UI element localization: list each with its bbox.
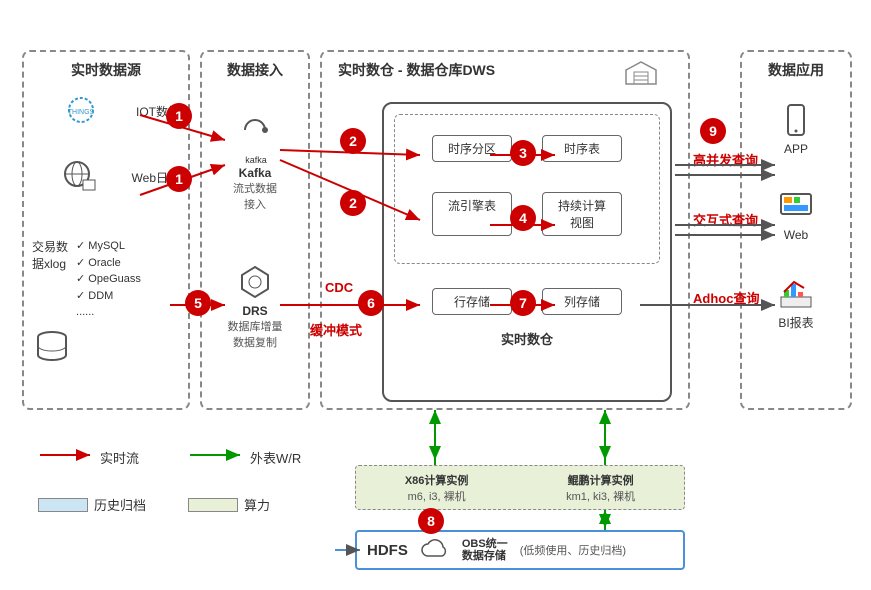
db-item: ✓ MySQL [76, 238, 141, 255]
dws-inner-title: 实时数仓 [394, 329, 660, 348]
compute-x86-sub: m6, i3, 裸机 [405, 488, 469, 504]
label-cdc: CDC [325, 280, 353, 295]
hdfs-note: (低频使用、历史归档) [520, 542, 626, 558]
col-sources: 实时数据源 THINGS IOT数据 Web日志 交易数 据xlog ✓ MyS… [22, 50, 190, 410]
legend-comp: 算力 [188, 495, 270, 514]
label-q3: Adhoc查询 [693, 288, 759, 307]
badge-2b: 2 [340, 190, 366, 216]
badge-1b: 1 [166, 166, 192, 192]
badge-4: 4 [510, 205, 536, 231]
db-item: ✓ Oracle [76, 255, 141, 272]
src-txn-label: 交易数 据xlog [32, 238, 68, 321]
compute-x86: X86计算实例 m6, i3, 裸机 [405, 472, 469, 504]
db-item: ✓ DDM [76, 288, 141, 305]
svg-text:THINGS: THINGS [68, 109, 95, 116]
legend-rt: 实时流 [100, 448, 139, 467]
kafka-brand-text: kafka [245, 155, 267, 165]
dws-stream-region: 时序分区 时序表 流引擎表 持续计算 视图 [394, 114, 660, 264]
badge-6: 6 [358, 290, 384, 316]
legend-hist: 历史归档 [38, 495, 146, 514]
db-item: ...... [76, 304, 141, 321]
compute-layer: X86计算实例 m6, i3, 裸机 鲲鹏计算实例 km1, ki3, 裸机 [355, 465, 685, 510]
src-web: Web日志 [32, 156, 180, 198]
col-apps: 数据应用 APP Web BI报表 [740, 50, 852, 410]
drs-name: DRS [210, 304, 300, 318]
hdfs-layer: HDFS OBS统一 数据存储 (低频使用、历史归档) [355, 530, 685, 570]
label-buffer: 缓冲模式 [310, 320, 362, 339]
iot-icon: THINGS [61, 90, 101, 130]
col-ingest: 数据接入 kafka Kafka 流式数据 接入 DRS 数据库增量 数据复制 [200, 50, 310, 410]
src-txn: 交易数 据xlog ✓ MySQL ✓ Oracle ✓ OpeGuass ✓ … [32, 238, 180, 321]
warehouse-icon [624, 60, 658, 86]
bi-block: BI报表 [750, 272, 842, 331]
hdfs-name: HDFS [367, 542, 408, 559]
obs-label: OBS统一 数据存储 [462, 538, 508, 562]
compute-x86-title: X86计算实例 [405, 472, 469, 488]
drs-sub: 数据库增量 数据复制 [210, 318, 300, 350]
swatch-hist [38, 498, 88, 512]
compute-kp-sub: km1, ki3, 裸机 [566, 488, 635, 504]
col-ingest-title: 数据接入 [210, 60, 300, 80]
src-iot: THINGS IOT数据 [32, 90, 180, 132]
box-colstore: 列存储 [542, 288, 622, 315]
box-view: 持续计算 视图 [542, 192, 622, 236]
compute-kp: 鲲鹏计算实例 km1, ki3, 裸机 [566, 472, 635, 504]
dashboard-icon [776, 186, 816, 226]
badge-8: 8 [418, 508, 444, 534]
web-label: Web [750, 228, 842, 242]
badge-5: 5 [185, 290, 211, 316]
bi-label: BI报表 [750, 314, 842, 331]
app-label: APP [750, 142, 842, 156]
box-ts-tbl: 时序表 [542, 135, 622, 162]
db-item: ✓ OpeGuass [76, 271, 141, 288]
col-sources-title: 实时数据源 [32, 60, 180, 80]
box-rowstore: 行存储 [432, 288, 512, 315]
legend-ext: 外表W/R [250, 448, 301, 467]
kafka-name: Kafka [210, 166, 300, 180]
src-db-list: ✓ MySQL ✓ Oracle ✓ OpeGuass ✓ DDM ...... [76, 238, 141, 321]
col-dws: 实时数仓 - 数据仓库DWS 时序分区 时序表 流引擎表 持续计算 视图 行存储… [320, 50, 690, 410]
database-icon [32, 327, 72, 367]
app-block: APP [750, 100, 842, 156]
chart-icon [776, 272, 816, 312]
label-q1: 高并发查询 [693, 150, 758, 169]
badge-9: 9 [700, 118, 726, 144]
web-block: Web [750, 186, 842, 242]
swatch-comp [188, 498, 238, 512]
cloud-icon [420, 538, 450, 562]
kafka-icon [235, 110, 275, 150]
drs-block: DRS 数据库增量 数据复制 [210, 262, 300, 350]
badge-2a: 2 [340, 128, 366, 154]
label-q2: 交互式查询 [693, 210, 758, 229]
compute-kp-title: 鲲鹏计算实例 [566, 472, 635, 488]
phone-icon [776, 100, 816, 140]
drs-icon [235, 262, 275, 302]
kafka-sub: 流式数据 接入 [210, 180, 300, 212]
col-apps-title: 数据应用 [750, 60, 842, 80]
badge-7: 7 [510, 290, 536, 316]
globe-icon [59, 156, 99, 196]
badge-3: 3 [510, 140, 536, 166]
box-stream: 流引擎表 [432, 192, 512, 236]
kafka-block: kafka Kafka 流式数据 接入 [210, 110, 300, 212]
box-ts-part: 时序分区 [432, 135, 512, 162]
badge-1a: 1 [166, 103, 192, 129]
